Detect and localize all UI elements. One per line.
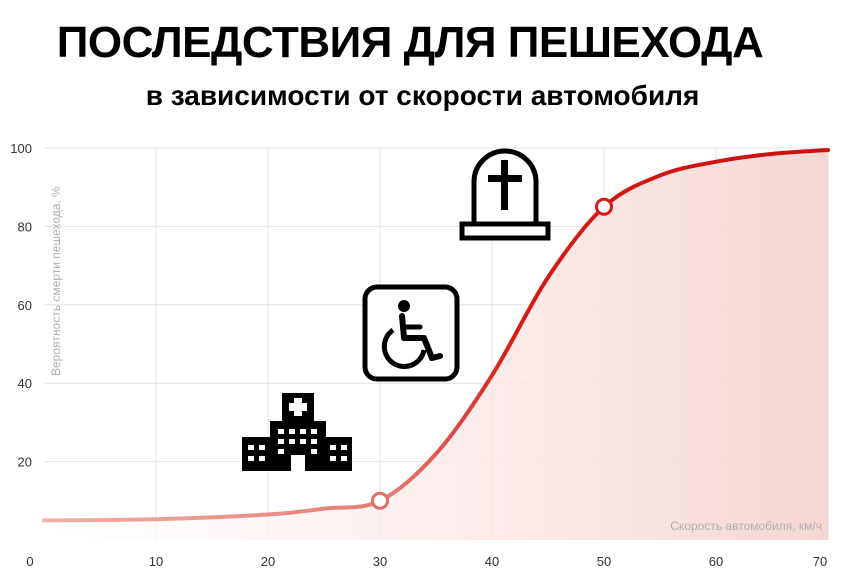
y-axis-label: Вероятность смерти пешехода, %	[49, 186, 63, 376]
x-axis-label: Скорость автомобиля, км/ч	[670, 519, 822, 533]
chart-subtitle: в зависимости от скорости автомобиля	[145, 80, 700, 111]
chart-title: ПОСЛЕДСТВИЯ ДЛЯ ПЕШЕХОДА	[56, 18, 764, 67]
wheelchair-icon	[362, 284, 460, 382]
hospital-icon	[242, 393, 352, 471]
y-tick-label: 40	[18, 376, 32, 391]
x-tick-label: 20	[261, 554, 275, 569]
y-tick-label: 60	[18, 298, 32, 313]
x-tick-label: 10	[149, 554, 163, 569]
area-fill	[44, 149, 828, 540]
highlight-points	[371, 197, 613, 510]
y-tick-label: 80	[18, 219, 32, 234]
series-line	[42, 147, 830, 523]
y-tick-label: 100	[10, 141, 32, 156]
y-tick-labels: 20 40 60 80 100	[10, 141, 32, 470]
tombstone-icon	[459, 148, 551, 241]
x-tick-label: 40	[485, 554, 499, 569]
highlight-point	[595, 197, 613, 216]
x-tick-label: 60	[709, 554, 723, 569]
x-tick-label: 0	[26, 554, 33, 569]
highlight-point	[371, 491, 389, 510]
x-tick-label: 30	[373, 554, 387, 569]
y-tick-label: 20	[18, 455, 32, 470]
x-tick-label: 50	[597, 554, 611, 569]
x-tick-label: 70	[813, 554, 827, 569]
x-tick-labels: 0 10 20 30 40 50 60 70	[26, 554, 827, 569]
